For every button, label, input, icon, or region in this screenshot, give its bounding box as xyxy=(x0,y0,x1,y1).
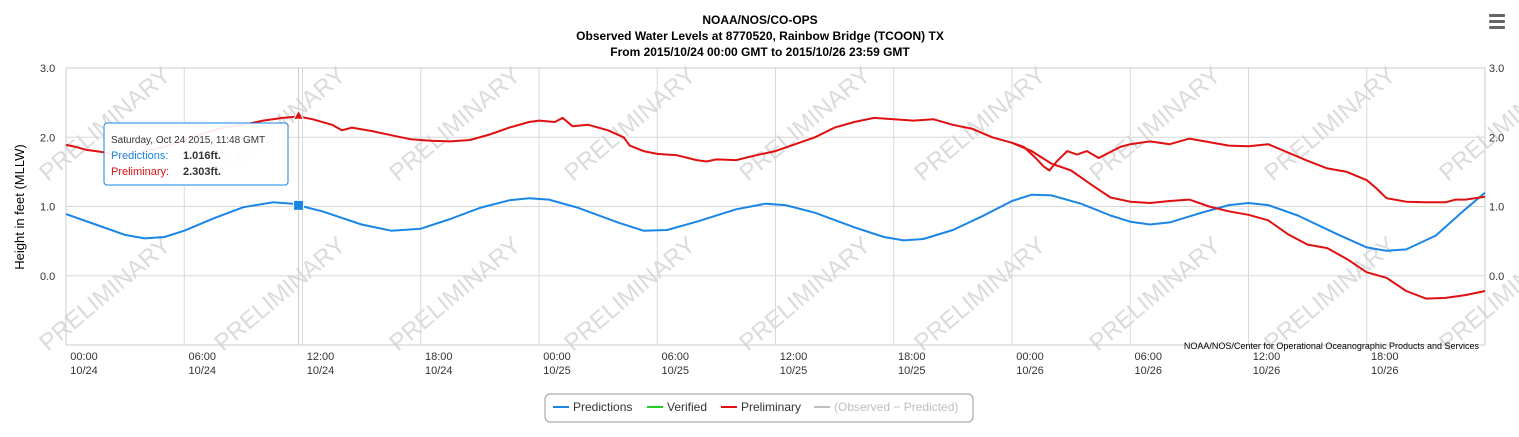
watermark-text: PRELIMINARY xyxy=(34,232,176,357)
watermark-layer: PRELIMINARY PRELIMINARY PRELIMINARY PRELIMI… xyxy=(34,62,1519,357)
hamburger-menu-icon[interactable] xyxy=(1489,14,1505,29)
series-line-preliminary-tail xyxy=(1011,141,1486,300)
x-tick-date: 10/24 xyxy=(70,365,98,377)
y-tick-label-right: 2.0 xyxy=(1489,132,1504,144)
watermark-text: PRELIMINARY xyxy=(909,62,1051,187)
x-tick-time: 00:00 xyxy=(70,351,98,363)
legend-label-verified: Verified xyxy=(667,400,707,414)
y-tick-label-left: 0.0 xyxy=(40,271,55,283)
x-tick-time: 06:00 xyxy=(1134,351,1162,363)
x-tick-date: 10/26 xyxy=(1016,365,1044,377)
x-tick-time: 12:00 xyxy=(780,351,808,363)
watermark-text: PRELIMINARY xyxy=(384,62,526,187)
x-tick-time: 18:00 xyxy=(898,351,926,363)
watermark-text: PRELIMINARY xyxy=(1434,232,1519,357)
watermark-text: PRELIMINARY xyxy=(559,62,701,187)
x-tick-date: 10/24 xyxy=(425,365,453,377)
chart-subtitle-range: From 2015/10/24 00:00 GMT to 2015/10/26 … xyxy=(610,45,910,59)
preliminary-hover-marker xyxy=(292,109,305,120)
legend-label-observed-minus-predicted: (Observed − Predicted) xyxy=(834,400,958,414)
watermark-text: PRELIMINARY xyxy=(559,232,701,357)
x-tick-time: 12:00 xyxy=(307,351,335,363)
legend-item-verified[interactable]: Verified xyxy=(647,400,707,414)
tooltip-preliminary-value: 2.303ft. xyxy=(183,166,221,178)
hover-markers xyxy=(292,68,305,345)
y-tick-label-left: 1.0 xyxy=(40,202,55,214)
x-tick-time: 06:00 xyxy=(661,351,689,363)
x-tick-date: 10/24 xyxy=(307,365,335,377)
predictions-hover-marker xyxy=(293,199,305,211)
legend-item-observed-minus-predicted[interactable]: (Observed − Predicted) xyxy=(814,400,958,414)
tooltip: Saturday, Oct 24 2015, 11:48 GMT Predict… xyxy=(103,122,289,186)
x-tick-date: 10/25 xyxy=(543,365,571,377)
legend-item-preliminary[interactable]: Preliminary xyxy=(721,400,801,414)
watermark-text: PRELIMINARY xyxy=(1434,62,1519,187)
legend-label-preliminary: Preliminary xyxy=(741,400,801,414)
watermark-text: PRELIMINARY xyxy=(734,232,876,357)
x-tick-time: 18:00 xyxy=(425,351,453,363)
watermark-text: PRELIMINARY xyxy=(734,62,876,187)
x-tick-date: 10/25 xyxy=(898,365,926,377)
x-axis-ticks: 00:00 10/24 06:00 10/24 12:00 10/24 18:00 10/24… xyxy=(70,351,1398,377)
legend-label-predictions: Predictions xyxy=(573,400,632,414)
x-tick-time: 12:00 xyxy=(1253,351,1281,363)
y-tick-label-right: 3.0 xyxy=(1489,63,1504,75)
chart-subtitle-station: Observed Water Levels at 8770520, Rainbo… xyxy=(576,29,944,43)
series-line-preliminary xyxy=(65,115,1486,204)
y-tick-label-left: 3.0 xyxy=(40,63,55,75)
legend-box xyxy=(544,393,974,423)
x-tick-date: 10/26 xyxy=(1371,365,1399,377)
y-tick-label-right: 1.0 xyxy=(1489,202,1504,214)
x-tick-date: 10/25 xyxy=(661,365,689,377)
chart-title: NOAA/NOS/CO-OPS xyxy=(702,13,817,27)
x-tick-time: 00:00 xyxy=(1016,351,1044,363)
x-tick-date: 10/24 xyxy=(188,365,216,377)
chart-credit: NOAA/NOS/Center for Operational Oceanogr… xyxy=(1184,341,1480,351)
y-tick-label-right: 0.0 xyxy=(1489,271,1504,283)
y-axis-ticks: 0.0 0.0 1.0 1.0 2.0 2.0 3.0 3.0 xyxy=(40,63,1504,283)
legend-item-predictions[interactable]: Predictions xyxy=(553,400,632,414)
tooltip-header: Saturday, Oct 24 2015, 11:48 GMT xyxy=(111,135,265,146)
x-tick-time: 06:00 xyxy=(188,351,216,363)
plot-border xyxy=(65,67,1486,346)
watermark-text: PRELIMINARY xyxy=(209,232,351,357)
y-tick-label-left: 2.0 xyxy=(40,132,55,144)
legend: Predictions Verified Preliminary (Observ… xyxy=(544,393,974,423)
x-tick-date: 10/26 xyxy=(1134,365,1162,377)
tooltip-preliminary-label: Preliminary: xyxy=(111,166,169,178)
watermark-text: PRELIMINARY xyxy=(1084,232,1226,357)
x-tick-time: 18:00 xyxy=(1371,351,1399,363)
watermark-text: PRELIMINARY xyxy=(1084,62,1226,187)
series-line-predictions xyxy=(65,191,1486,252)
watermark-text: PRELIMINARY xyxy=(384,232,526,357)
series-layer xyxy=(65,115,1486,300)
x-tick-date: 10/25 xyxy=(780,365,808,377)
x-tick-date: 10/26 xyxy=(1253,365,1281,377)
tooltip-predictions-value: 1.016ft. xyxy=(183,150,221,162)
x-tick-time: 00:00 xyxy=(543,351,571,363)
watermark-text: PRELIMINARY xyxy=(909,232,1051,357)
y-axis-title: Height in feet (MLLW) xyxy=(12,144,27,269)
tooltip-predictions-label: Predictions: xyxy=(111,150,168,162)
